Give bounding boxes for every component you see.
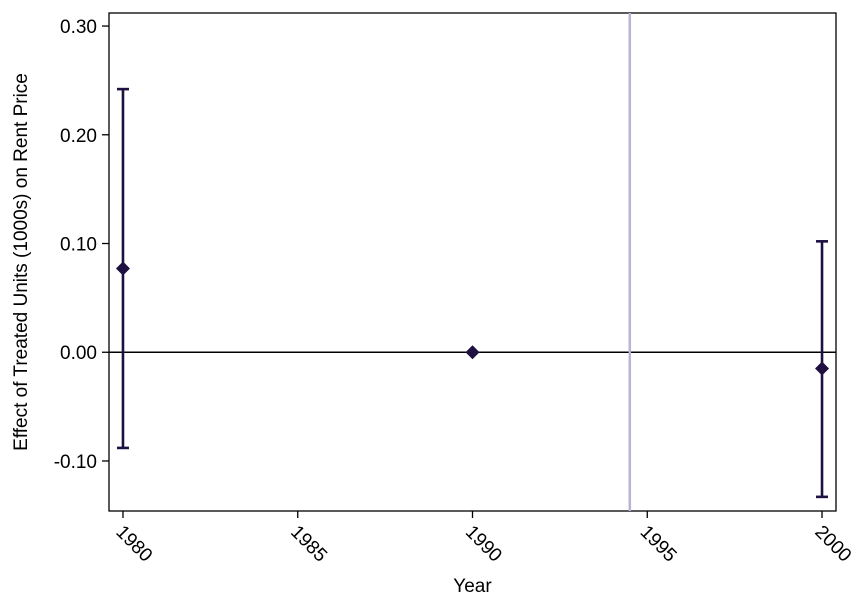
series-estimates: [115, 87, 830, 499]
plot-area: [108, 12, 837, 512]
x-tick-label: 1995: [636, 522, 681, 567]
y-tick-label: -0.10: [54, 452, 97, 473]
y-tick-label: 0.00: [60, 343, 97, 364]
x-axis: 1980 1985 1990 1995 2000: [111, 511, 855, 566]
y-axis-title: Effect of Treated Units (1000s) on Rent …: [11, 73, 32, 451]
x-tick-label: 1990: [461, 522, 506, 567]
plot-frame: [108, 12, 837, 512]
point-marker: [465, 345, 480, 360]
y-tick-label: 0.10: [60, 235, 97, 256]
y-tick-label: 0.20: [60, 126, 97, 147]
y-tick-label: 0.30: [60, 17, 97, 38]
x-tick-label: 1985: [286, 522, 331, 567]
point-marker: [115, 261, 130, 276]
x-tick-label: 1980: [111, 522, 156, 567]
x-tick-label: 2000: [810, 522, 855, 567]
x-axis-title: Year: [453, 576, 492, 597]
point-marker: [815, 361, 830, 376]
reference-lines: [109, 13, 836, 511]
y-axis: -0.10 0.00 0.10 0.20 0.30: [54, 17, 109, 473]
